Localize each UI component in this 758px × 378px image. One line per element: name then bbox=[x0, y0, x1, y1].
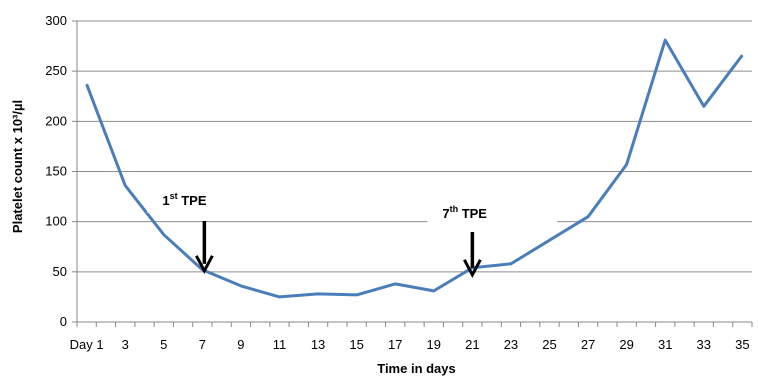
x-tick-label: 27 bbox=[581, 337, 595, 352]
annotation-arrow-head bbox=[195, 255, 214, 275]
x-tick-label: 9 bbox=[237, 337, 244, 352]
x-tick-label: 25 bbox=[542, 337, 556, 352]
annotation-label: 7th TPE bbox=[442, 204, 487, 221]
y-tick-label: 250 bbox=[45, 63, 67, 78]
x-tick-label: 15 bbox=[349, 337, 363, 352]
y-tick-label: 0 bbox=[60, 314, 67, 329]
x-tick-label: 17 bbox=[388, 337, 402, 352]
y-tick-label: 150 bbox=[45, 164, 67, 179]
y-tick-label: 50 bbox=[53, 264, 67, 279]
y-axis-ticks: 0 50 100 150 200 250 300 bbox=[45, 13, 77, 329]
y-tick-label: 300 bbox=[45, 13, 67, 28]
x-tick-label: 11 bbox=[273, 337, 287, 352]
x-tick-label: 31 bbox=[658, 337, 672, 352]
x-tick-label: 3 bbox=[122, 337, 129, 352]
annotation-backing bbox=[427, 202, 558, 226]
series-line bbox=[85, 38, 744, 299]
y-tick-label: 200 bbox=[45, 113, 67, 128]
gridlines bbox=[77, 20, 752, 273]
x-tick-label: Day 1 bbox=[70, 337, 104, 352]
x-tick-label: 23 bbox=[504, 337, 518, 352]
x-tick-label: 21 bbox=[465, 337, 479, 352]
x-axis-title: Time in days bbox=[377, 361, 456, 376]
x-tick-label: 33 bbox=[697, 337, 711, 352]
x-axis-ticks: Day 1 3 5 7 9 11 13 15 17 19 21 23 25 27 29 31 33 35 bbox=[70, 322, 753, 352]
annotation-arrow-head bbox=[463, 259, 482, 279]
x-tick-label: 13 bbox=[311, 337, 325, 352]
x-tick-label: 35 bbox=[735, 337, 749, 352]
annotation-backing bbox=[147, 189, 243, 213]
annotation-label: 1st TPE bbox=[162, 191, 206, 208]
x-tick-label: 19 bbox=[427, 337, 441, 352]
x-tick-label: 5 bbox=[160, 337, 167, 352]
y-tick-label: 100 bbox=[45, 214, 67, 229]
annotation-2: 7th TPE bbox=[427, 202, 558, 279]
y-axis-title: Platelet count x 10³/µl bbox=[10, 100, 25, 233]
x-tick-label: 29 bbox=[619, 337, 633, 352]
annotations: 1st TPE 7th TPE bbox=[147, 189, 558, 279]
x-tick-label: 7 bbox=[199, 337, 206, 352]
annotation-1: 1st TPE bbox=[147, 189, 243, 275]
